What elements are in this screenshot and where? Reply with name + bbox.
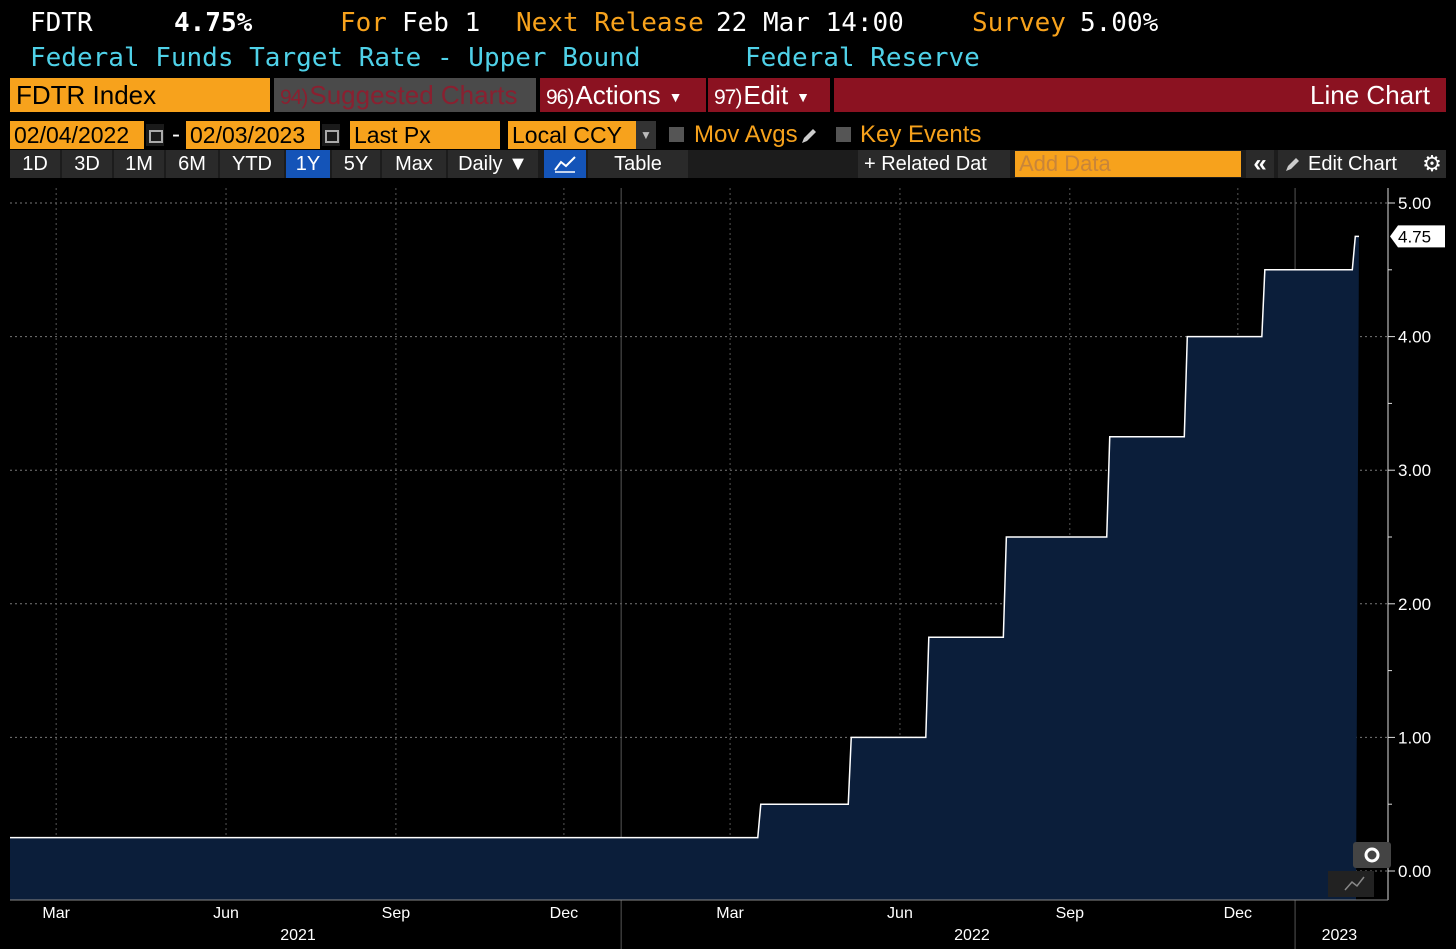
edit-chart-button[interactable]: Edit Chart <box>1278 150 1422 178</box>
key-events-label: Key Events <box>860 121 982 148</box>
related-data-button[interactable]: + Related Dat <box>858 150 1010 178</box>
currency-selector[interactable]: Local CCY <box>508 121 636 149</box>
frequency-dropdown[interactable]: Daily ▼ <box>448 150 538 178</box>
suggested-charts-button[interactable]: 94)Suggested Charts <box>274 78 536 112</box>
caret-down-icon: ▼ <box>796 89 811 106</box>
actions-label: Actions <box>575 80 661 110</box>
last-value-tag <box>1390 225 1445 248</box>
pencil-icon[interactable] <box>799 126 819 146</box>
key-events-checkbox[interactable] <box>836 127 851 142</box>
edit-chart-label: Edit Chart <box>1308 153 1397 175</box>
edit-menu-button[interactable]: 97)Edit ▼ <box>708 78 830 112</box>
x-tick-label: Dec <box>1224 905 1252 922</box>
period-1m-button[interactable]: 1M <box>114 150 164 178</box>
period-1y-button[interactable]: 1Y <box>286 150 330 178</box>
period-ytd-button[interactable]: YTD <box>220 150 284 178</box>
chart-type-label: Line Chart <box>834 78 1446 112</box>
survey-value: 5.00% <box>1080 8 1159 38</box>
x-tick-label: Mar <box>42 905 70 922</box>
chart-area: 5.004.003.002.001.000.00 Mar Jun Sep Dec Mar… <box>10 188 1445 949</box>
y-tick-label: 5.00 <box>1398 194 1431 213</box>
for-date: Feb 1 <box>402 8 481 38</box>
series-description: Federal Funds Target Rate - Upper Bound <box>30 43 641 73</box>
current-value: 4.75% <box>174 8 253 38</box>
x-tick-label: Sep <box>382 905 411 922</box>
y-tick-label: 2.00 <box>1398 595 1431 614</box>
x-tick-label: Jun <box>213 905 239 922</box>
x-tick-label: Dec <box>550 905 578 922</box>
year-label: 2022 <box>954 927 990 944</box>
mov-avgs-checkbox[interactable] <box>669 127 684 142</box>
x-axis-ticks: Mar Jun Sep Dec Mar Jun Sep Dec 2021 2022 2023 <box>42 905 1357 944</box>
add-data-input[interactable]: Add Data <box>1015 151 1241 177</box>
for-label: For <box>340 8 387 38</box>
period-max-button[interactable]: Max <box>382 150 446 178</box>
pencil-icon <box>1286 158 1299 171</box>
date-separator: - <box>172 121 180 148</box>
last-value-label: 4.75 <box>1398 227 1431 246</box>
edit-label: Edit <box>743 80 789 110</box>
suggested-charts-label: Suggested Charts <box>309 80 518 110</box>
x-tick-label: Jun <box>887 905 913 922</box>
zoom-control[interactable] <box>1353 842 1391 868</box>
end-date-input[interactable]: 02/03/2023 <box>186 121 320 149</box>
calendar-icon[interactable] <box>322 124 340 146</box>
series-line <box>10 235 1359 839</box>
collapse-icon[interactable]: « <box>1246 150 1274 178</box>
period-6m-button[interactable]: 6M <box>166 150 218 178</box>
series-area <box>10 236 1359 900</box>
y-tick-label: 1.00 <box>1398 728 1431 747</box>
chart-mini-icon[interactable] <box>1328 871 1374 897</box>
line-chart-toggle[interactable] <box>544 150 586 178</box>
circle-icon <box>1364 847 1380 863</box>
caret-down-icon: ▼ <box>668 89 683 106</box>
year-label: 2021 <box>280 927 316 944</box>
x-tick-label: Mar <box>716 905 744 922</box>
y-tick-label: 3.00 <box>1398 461 1431 480</box>
period-3d-button[interactable]: 3D <box>62 150 112 178</box>
security-field[interactable]: FDTR Index <box>10 78 270 112</box>
last-value-marker: 4.75 <box>1390 225 1445 248</box>
start-date-input[interactable]: 02/04/2022 <box>10 121 144 149</box>
field-selector[interactable]: Last Px <box>350 121 500 149</box>
y-tick-label: 4.00 <box>1398 328 1431 347</box>
edit-number: 97) <box>714 86 742 109</box>
series-source: Federal Reserve <box>745 43 980 73</box>
ticker-symbol: FDTR <box>30 8 93 38</box>
calendar-icon[interactable] <box>146 124 164 146</box>
period-1d-button[interactable]: 1D <box>10 150 60 178</box>
actions-menu-button[interactable]: 96)Actions ▼ <box>540 78 706 112</box>
year-label: 2023 <box>1322 927 1358 944</box>
y-axis-ticks: 5.00 4.00 3.00 2.00 1.00 0.00 <box>1388 194 1431 881</box>
x-tick-label: Sep <box>1056 905 1085 922</box>
y-tick-label: 0.00 <box>1398 862 1431 881</box>
survey-label: Survey <box>972 8 1066 38</box>
gear-icon[interactable]: ⚙ <box>1418 150 1446 178</box>
suggested-charts-number: 94) <box>280 86 308 109</box>
date-range-row: 02/04/2022 - 02/03/2023 Last Px Local CC… <box>0 121 1456 149</box>
next-release-value: 22 Mar 14:00 <box>716 8 904 38</box>
period-5y-button[interactable]: 5Y <box>332 150 380 178</box>
toolbar: FDTR Index 94)Suggested Charts 96)Action… <box>0 78 1456 112</box>
next-release-label: Next Release <box>516 8 704 38</box>
actions-number: 96) <box>546 86 574 109</box>
currency-dropdown-icon[interactable]: ▼ <box>636 121 656 149</box>
mov-avgs-label: Mov Avgs <box>694 121 798 148</box>
line-chart-icon <box>554 156 576 173</box>
table-button[interactable]: Table <box>588 150 688 178</box>
period-row: 1D 3D 1M 6M YTD 1Y 5Y Max Daily ▼ Table … <box>10 150 1446 178</box>
